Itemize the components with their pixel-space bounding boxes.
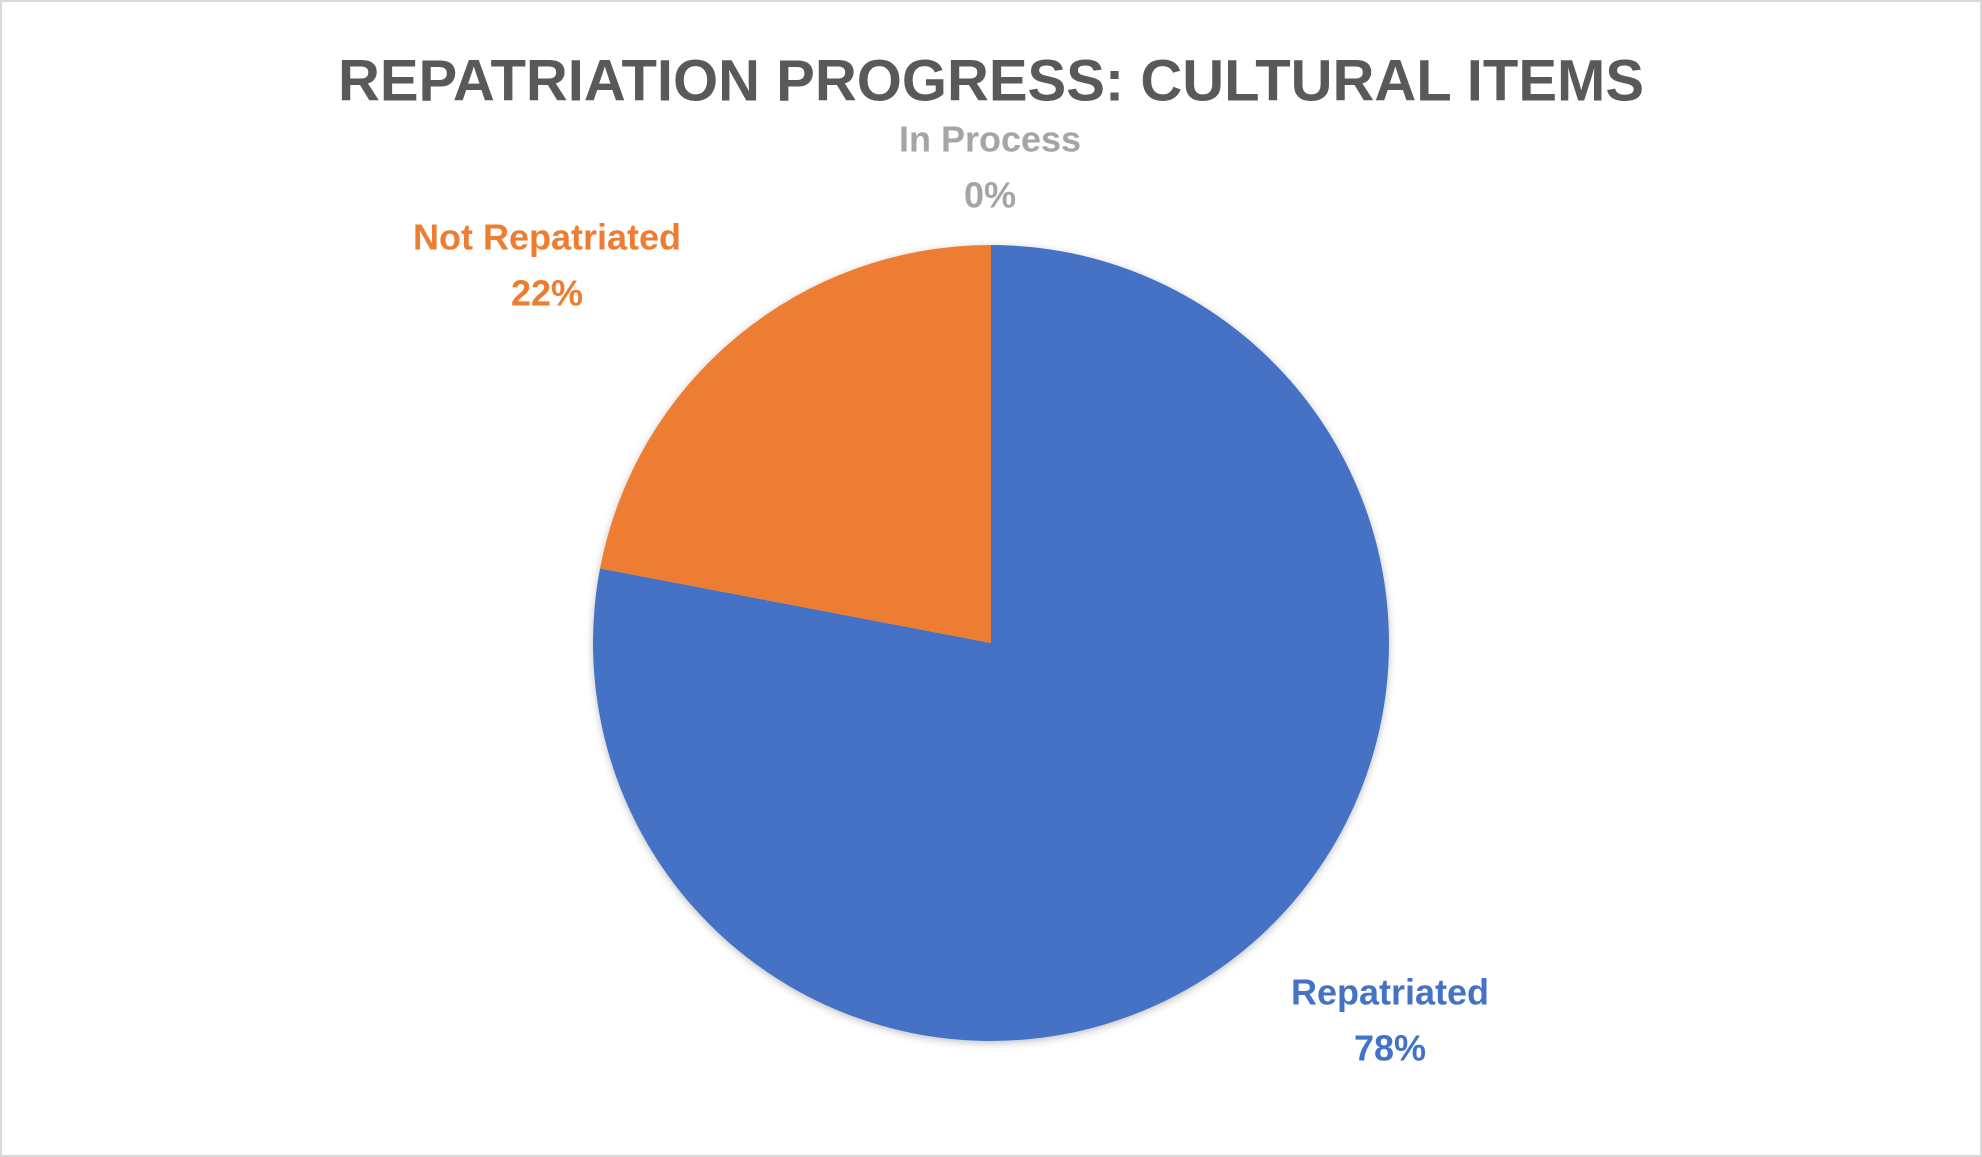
slice-label: In Process [899, 119, 1081, 160]
slice-value-label: 0% [964, 175, 1016, 216]
chart-title: REPATRIATION PROGRESS: CULTURAL ITEMS [338, 48, 1644, 113]
pie [593, 244, 1389, 1041]
pie-slice [600, 244, 991, 643]
slice-value-label: 78% [1354, 1028, 1426, 1069]
slice-label: Repatriated [1291, 972, 1489, 1013]
slice-label: Not Repatriated [413, 217, 681, 258]
slice-value-label: 22% [511, 273, 583, 314]
